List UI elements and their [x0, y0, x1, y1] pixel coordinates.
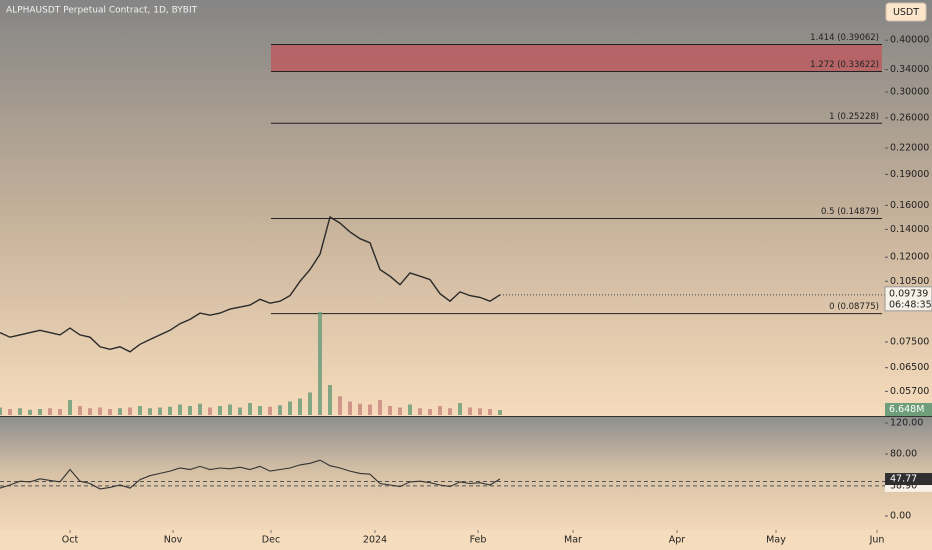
y-tick-label: 0.10500	[890, 276, 929, 287]
volume-bar	[428, 408, 432, 415]
price-line	[0, 215, 501, 353]
volume-bar	[348, 401, 352, 415]
volume-bar	[408, 404, 412, 415]
volume-bar	[378, 399, 382, 415]
volume-bar	[38, 408, 42, 415]
rsi-level-label: 38.90	[890, 480, 917, 491]
y-tick-label: 0.30000	[890, 87, 929, 98]
volume-bar	[268, 406, 272, 415]
volume-bar	[468, 407, 472, 415]
volume-bar	[208, 407, 212, 415]
volume-bar	[88, 408, 92, 415]
volume-bar	[288, 401, 292, 415]
volume-bar	[178, 404, 182, 415]
time-axis	[0, 530, 932, 550]
volume-bar	[248, 402, 252, 415]
volume-bar	[78, 405, 82, 415]
x-tick-label: Mar	[564, 535, 582, 546]
x-tick-label: Jun	[869, 535, 885, 546]
volume-bar	[438, 405, 442, 415]
y-tick-label: 0.34000	[890, 64, 929, 75]
volume-bar	[478, 408, 482, 415]
volume-bar	[98, 407, 102, 415]
volume-bar	[338, 396, 342, 415]
volume-bar	[308, 392, 312, 415]
fib-label: 1.272 (0.33622)	[810, 60, 879, 70]
fib-label: 0 (0.08775)	[829, 302, 879, 312]
y-tick-label: 0.22000	[890, 142, 929, 153]
volume-bar	[168, 406, 172, 415]
volume-bar	[368, 404, 372, 415]
volume-bar	[158, 407, 162, 415]
x-tick-label: Apr	[669, 535, 686, 546]
rsi-current: 47.77	[890, 474, 917, 485]
current-price: 0.09739	[889, 288, 928, 299]
volume-bar	[298, 398, 302, 415]
volume-bar	[18, 408, 22, 415]
x-tick-label: Nov	[164, 535, 183, 546]
current-price-box	[884, 286, 932, 312]
y-tick-label: 0.12000	[890, 252, 929, 263]
rsi-pane	[0, 417, 932, 530]
volume-bar	[238, 407, 242, 415]
volume-bar	[228, 404, 232, 415]
x-tick-label: May	[766, 535, 786, 546]
y-tick-label: 0.14000	[890, 224, 929, 235]
volume-bar	[358, 403, 362, 415]
volume-bar	[118, 408, 122, 415]
volume-bar	[48, 408, 52, 415]
volume-bar	[28, 409, 32, 415]
volume-bar	[278, 405, 282, 415]
volume-bar	[58, 408, 62, 415]
volume-bar	[488, 408, 492, 415]
volume-bar	[398, 407, 402, 415]
volume-bar	[318, 312, 322, 415]
volume-label-box	[885, 403, 932, 416]
fib-label: 1 (0.25228)	[829, 112, 879, 122]
volume-bar	[328, 384, 332, 415]
countdown: 06:48:35	[889, 299, 932, 310]
volume-label: 6.648M	[889, 404, 924, 415]
rsi-tick-label: 0.00	[890, 511, 911, 522]
volume-bar	[138, 405, 142, 415]
volume-bar	[498, 410, 502, 415]
volume-bar	[198, 403, 202, 415]
volume-bar	[108, 408, 112, 415]
rsi-tick-label: 120.00	[890, 418, 923, 429]
volume-bar	[128, 407, 132, 415]
x-tick-label: Oct	[62, 535, 79, 546]
x-tick-label: Feb	[470, 535, 487, 546]
y-tick-label: 0.05700	[890, 386, 929, 397]
volume-bar	[448, 408, 452, 415]
volume-bar	[68, 399, 72, 415]
y-tick-label: 0.06500	[890, 362, 929, 373]
y-tick-label: 0.40000	[890, 35, 929, 46]
rsi-current-box	[885, 473, 932, 486]
fib-label: 1.414 (0.39062)	[810, 33, 879, 43]
volume-bar	[0, 407, 2, 415]
fib-label: 0.5 (0.14879)	[821, 207, 879, 217]
y-tick-label: 0.26000	[890, 112, 929, 123]
volume-bar	[388, 405, 392, 415]
x-tick-label: Dec	[262, 535, 280, 546]
rsi-tick-label: 80.00	[890, 449, 917, 460]
y-tick-label: 0.19000	[890, 169, 929, 180]
rsi-line	[0, 459, 501, 490]
chart-title: ALPHAUSDT Perpetual Contract, 1D, BYBIT	[6, 6, 198, 16]
volume-bar	[218, 405, 222, 415]
currency-button[interactable]	[885, 2, 927, 22]
y-tick-label: 0.16000	[890, 200, 929, 211]
volume-bar	[418, 408, 422, 415]
y-tick-label: 0.07500	[890, 336, 929, 347]
fib-zone	[271, 44, 882, 72]
currency-button-label[interactable]: USDT	[893, 7, 919, 18]
volume-bar	[458, 402, 462, 415]
volume-bar	[8, 408, 12, 415]
volume-bar	[188, 405, 192, 415]
x-tick-label: 2024	[363, 535, 387, 546]
volume-bar	[258, 405, 262, 415]
volume-bar	[148, 408, 152, 415]
